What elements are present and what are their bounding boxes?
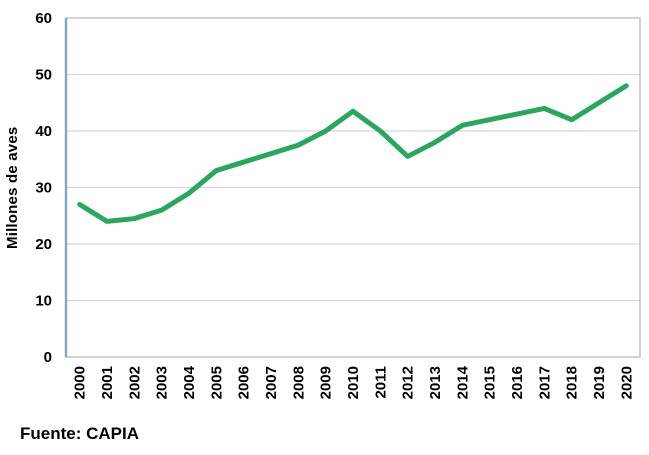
- x-tick-label: 2010: [345, 366, 362, 399]
- x-tick-label: 2017: [536, 366, 553, 399]
- x-tick-label: 2006: [236, 366, 253, 399]
- x-tick-label: 2020: [618, 366, 635, 399]
- y-tick-label: 30: [35, 180, 52, 197]
- x-tick-label: 2011: [372, 366, 389, 399]
- x-tick-label: 2009: [318, 366, 335, 399]
- x-tick-label: 2001: [99, 366, 116, 399]
- y-tick-label: 60: [35, 10, 52, 27]
- y-axis-title: Millones de aves: [4, 126, 21, 249]
- x-tick-label: 2003: [154, 366, 171, 399]
- source-note: Fuente: CAPIA: [20, 424, 139, 443]
- x-tick-label: 2013: [427, 366, 444, 399]
- x-tick-label: 2005: [208, 366, 225, 399]
- y-tick-label: 20: [35, 236, 52, 253]
- x-tick-label: 2012: [400, 366, 417, 399]
- y-tick-label: 10: [35, 293, 52, 310]
- y-tick-label: 0: [44, 349, 52, 366]
- x-tick-label: 2007: [263, 366, 280, 399]
- data-series-line: [77, 83, 629, 224]
- x-tick-label: 2016: [509, 366, 526, 399]
- line-chart: 0 10 20 30 40 50 60 2000 2001 2002 2003 2004 2005 200…: [35, 10, 641, 399]
- x-tick-label: 2015: [482, 366, 499, 399]
- y-tick-label: 40: [35, 123, 52, 140]
- x-tick-label: 2019: [591, 366, 608, 399]
- x-tick-label: 2000: [72, 366, 89, 399]
- x-tick-label: 2002: [126, 366, 143, 399]
- x-tick-label: 2014: [454, 365, 471, 399]
- y-tick-label: 50: [35, 67, 52, 84]
- x-tick-label: 2018: [564, 366, 581, 399]
- x-tick-label: 2008: [290, 366, 307, 399]
- x-tick-label: 2004: [181, 365, 198, 399]
